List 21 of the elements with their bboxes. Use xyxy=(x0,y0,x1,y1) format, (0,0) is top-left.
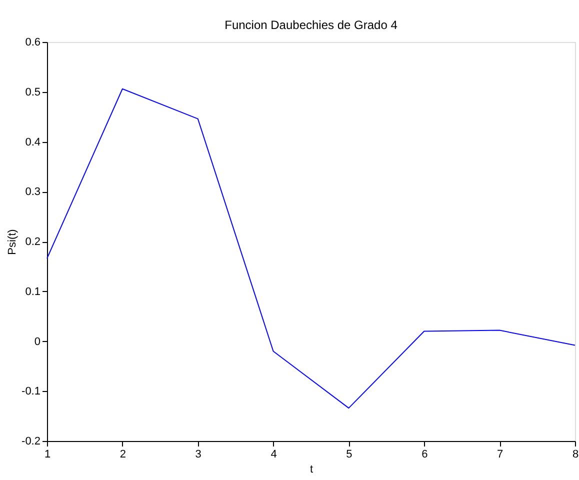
x-tick-label: 1 xyxy=(44,448,51,460)
y-tick-label: -0.1 xyxy=(22,386,40,398)
chart-title: Funcion Daubechies de Grado 4 xyxy=(224,18,398,32)
x-tick-label: 2 xyxy=(120,448,126,460)
x-tick-label: 6 xyxy=(422,448,428,460)
x-tick-label: 5 xyxy=(346,448,352,460)
x-tick-label: 4 xyxy=(270,448,277,460)
y-axis-title: Psi(t) xyxy=(6,229,19,255)
x-axis-title: t xyxy=(310,464,314,476)
y-tick-label: 0.3 xyxy=(25,186,40,198)
y-tick-label: 0 xyxy=(34,336,40,348)
y-tick-label: 0.2 xyxy=(25,236,40,248)
x-tick-label: 8 xyxy=(572,448,579,460)
line-series xyxy=(46,88,576,409)
y-tick-label: 0.6 xyxy=(25,36,40,48)
y-tick-label: -0.2 xyxy=(22,436,40,448)
x-tick-label: 3 xyxy=(195,448,202,460)
x-tick-label: 7 xyxy=(497,448,504,460)
y-tick-label: 0.4 xyxy=(25,136,40,148)
y-tick-label: 0.5 xyxy=(25,86,40,98)
y-tick-label: 0.1 xyxy=(25,286,40,298)
